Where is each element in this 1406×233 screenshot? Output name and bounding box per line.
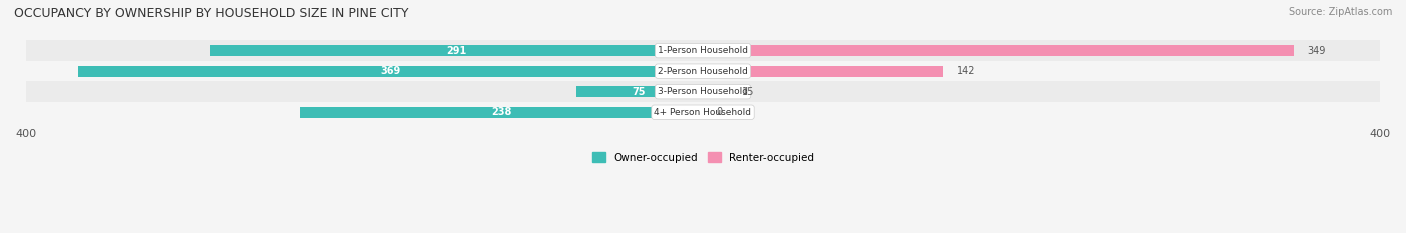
Bar <box>299 106 703 118</box>
Text: Source: ZipAtlas.com: Source: ZipAtlas.com <box>1288 7 1392 17</box>
Text: OCCUPANCY BY OWNERSHIP BY HOUSEHOLD SIZE IN PINE CITY: OCCUPANCY BY OWNERSHIP BY HOUSEHOLD SIZE… <box>14 7 409 20</box>
Text: 369: 369 <box>381 66 401 76</box>
Text: 2-Person Household: 2-Person Household <box>658 67 748 76</box>
Text: 142: 142 <box>957 66 976 76</box>
Text: 3-Person Household: 3-Person Household <box>658 87 748 96</box>
Bar <box>25 40 1381 61</box>
Bar <box>209 45 703 56</box>
Bar <box>25 102 1381 123</box>
Bar <box>703 86 728 97</box>
Text: 238: 238 <box>491 107 512 117</box>
Text: 15: 15 <box>742 87 755 97</box>
Text: 4+ Person Household: 4+ Person Household <box>655 108 751 117</box>
Text: 291: 291 <box>447 46 467 56</box>
Bar <box>79 65 703 77</box>
Bar <box>703 65 943 77</box>
Bar <box>25 81 1381 102</box>
Text: 0: 0 <box>717 107 723 117</box>
Text: 349: 349 <box>1308 46 1326 56</box>
Bar <box>25 61 1381 81</box>
Legend: Owner-occupied, Renter-occupied: Owner-occupied, Renter-occupied <box>588 148 818 167</box>
Bar <box>576 86 703 97</box>
Bar <box>703 45 1294 56</box>
Text: 1-Person Household: 1-Person Household <box>658 46 748 55</box>
Text: 75: 75 <box>633 87 647 97</box>
